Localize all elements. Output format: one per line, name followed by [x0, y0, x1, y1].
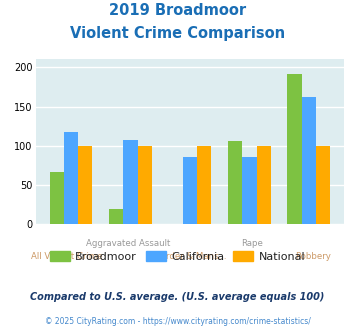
Bar — [183, 157, 197, 224]
Bar — [123, 140, 138, 224]
Bar — [197, 146, 211, 224]
Bar — [316, 146, 330, 224]
Bar — [138, 146, 152, 224]
Text: © 2025 CityRating.com - https://www.cityrating.com/crime-statistics/: © 2025 CityRating.com - https://www.city… — [45, 317, 310, 326]
Bar — [64, 132, 78, 224]
Text: Compared to U.S. average. (U.S. average equals 100): Compared to U.S. average. (U.S. average … — [30, 292, 325, 302]
Bar — [242, 157, 257, 224]
Text: 2019 Broadmoor: 2019 Broadmoor — [109, 3, 246, 18]
Text: Aggravated Assault: Aggravated Assault — [86, 239, 170, 248]
Bar — [109, 209, 123, 224]
Text: Violent Crime Comparison: Violent Crime Comparison — [70, 26, 285, 41]
Text: All Violent Crime: All Violent Crime — [31, 252, 102, 261]
Bar — [50, 172, 64, 224]
Bar — [257, 146, 271, 224]
Text: Murder & Mans...: Murder & Mans... — [153, 252, 227, 261]
Bar — [288, 74, 302, 224]
Legend: Broadmoor, California, National: Broadmoor, California, National — [45, 247, 310, 267]
Bar — [302, 97, 316, 224]
Bar — [78, 146, 92, 224]
Text: Robbery: Robbery — [295, 252, 332, 261]
Bar — [228, 141, 242, 224]
Text: Rape: Rape — [241, 239, 263, 248]
